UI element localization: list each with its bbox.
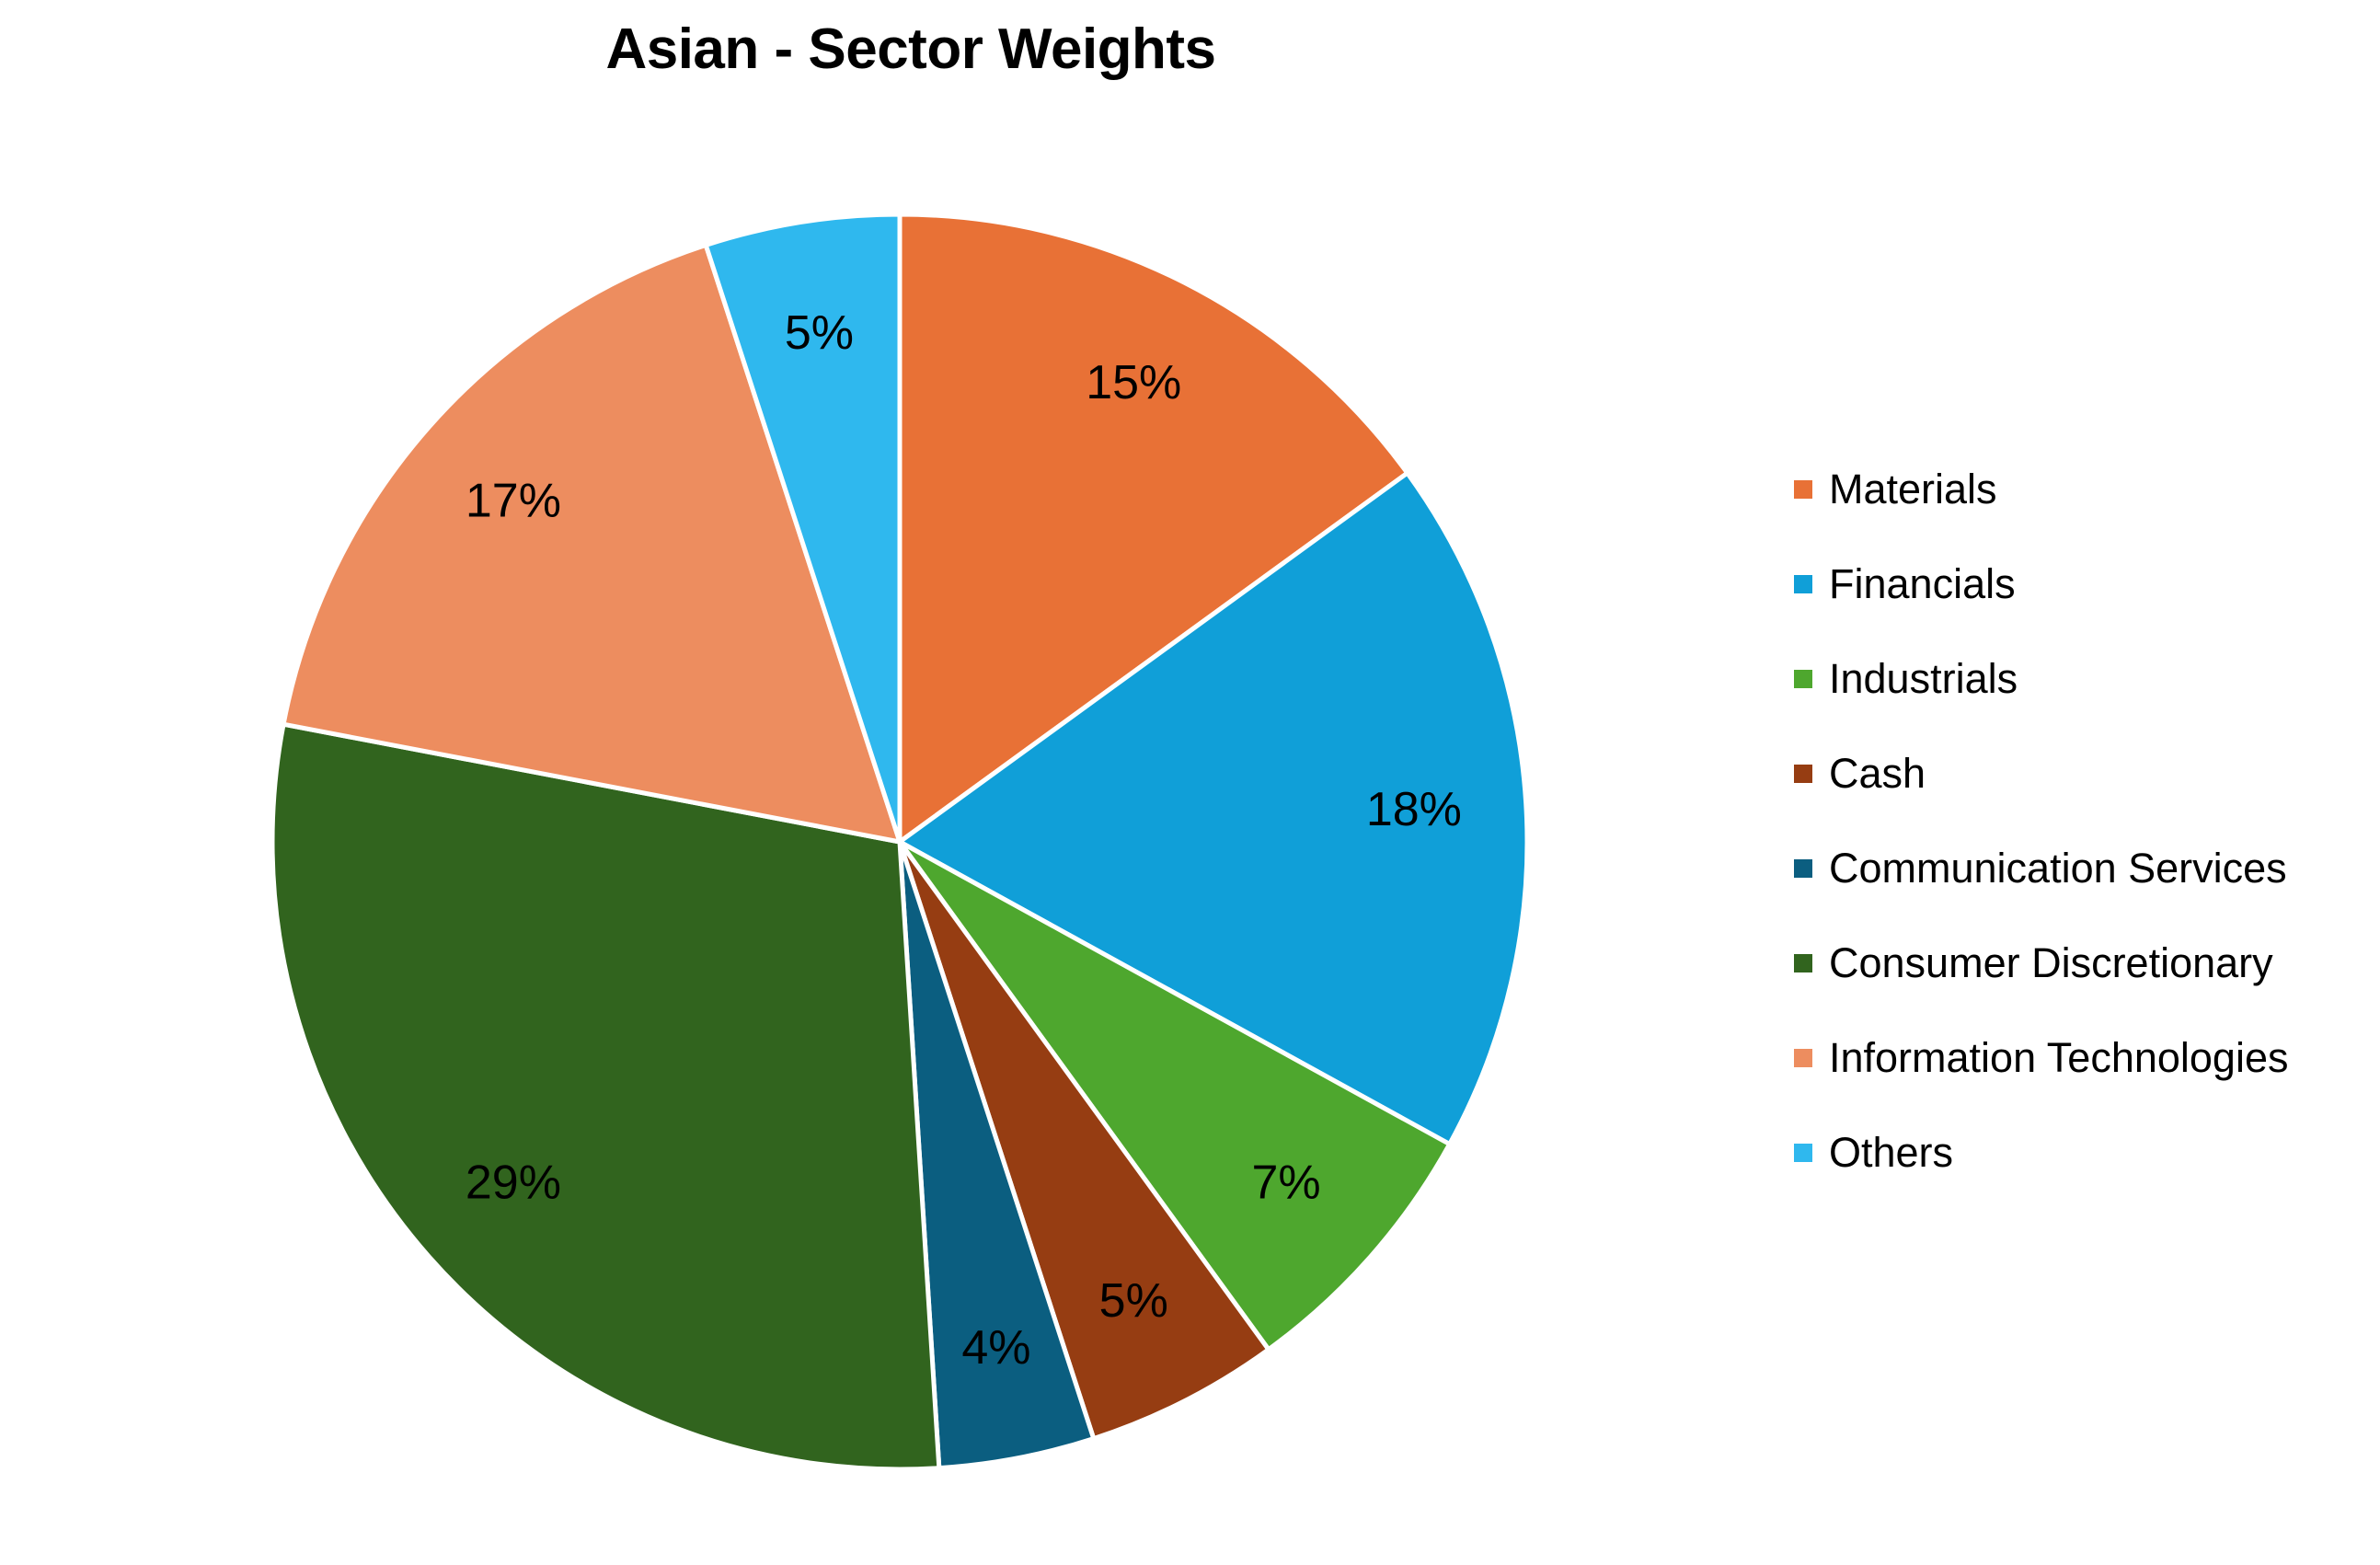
legend-swatch: [1794, 1143, 1812, 1162]
chart-title: Asian - Sector Weights: [605, 17, 1216, 81]
legend-label: Financials: [1829, 559, 2016, 607]
legend-swatch: [1794, 764, 1812, 783]
pie-slice-consumer-discretionary: [270, 721, 942, 1472]
legend-label: Materials: [1829, 465, 1997, 512]
legend-label: Consumer Discretionary: [1829, 938, 2273, 986]
legend-item-industrials: Industrials: [1794, 631, 2364, 726]
pie-slice-financials: [897, 470, 1530, 1147]
data-label-communication-services: 4%: [961, 1321, 1030, 1375]
pie-slice-materials: [897, 212, 1410, 845]
data-label-information-technologies: 17%: [466, 475, 561, 528]
legend-swatch: [1794, 669, 1812, 688]
data-label-financials: 18%: [1366, 783, 1462, 836]
legend-swatch: [1794, 574, 1812, 593]
pie-slice-others: [703, 212, 903, 845]
legend: Materials Financials Industrials Cash Commun…: [1794, 442, 2364, 1200]
legend-swatch: [1794, 858, 1812, 878]
legend-label: Cash: [1829, 749, 1926, 797]
legend-item-information-technologies: Information Technologies: [1794, 1010, 2364, 1105]
data-label-consumer-discretionary: 29%: [466, 1156, 561, 1209]
legend-swatch: [1794, 953, 1812, 972]
legend-label: Industrials: [1829, 654, 2018, 702]
legend-item-others: Others: [1794, 1105, 2364, 1200]
pie-data-labels: 15% 18% 7% 5% 4% 29% 17% 5%: [466, 306, 1462, 1375]
data-label-industrials: 7%: [1251, 1156, 1320, 1209]
legend-item-communication-services: Communication Services: [1794, 821, 2364, 915]
legend-label: Communication Services: [1829, 844, 2287, 892]
legend-item-consumer-discretionary: Consumer Discretionary: [1794, 915, 2364, 1010]
legend-item-cash: Cash: [1794, 726, 2364, 821]
legend-label: Information Technologies: [1829, 1033, 2289, 1081]
pie-slice-cash: [897, 839, 1271, 1442]
legend-label: Others: [1829, 1128, 1954, 1176]
pie-slices: [270, 212, 1530, 1472]
data-label-others: 5%: [785, 306, 854, 360]
data-label-materials: 15%: [1086, 356, 1181, 409]
legend-item-materials: Materials: [1794, 442, 2364, 536]
pie-chart: 15% 18% 7% 5% 4% 29% 17% 5%: [270, 212, 1530, 1472]
pie-slice-industrials: [897, 839, 1453, 1352]
legend-swatch: [1794, 1048, 1812, 1067]
data-label-cash: 5%: [1099, 1274, 1168, 1328]
legend-swatch: [1794, 479, 1812, 499]
legend-item-financials: Financials: [1794, 536, 2364, 631]
pie-slice-information-technologies: [281, 242, 903, 845]
